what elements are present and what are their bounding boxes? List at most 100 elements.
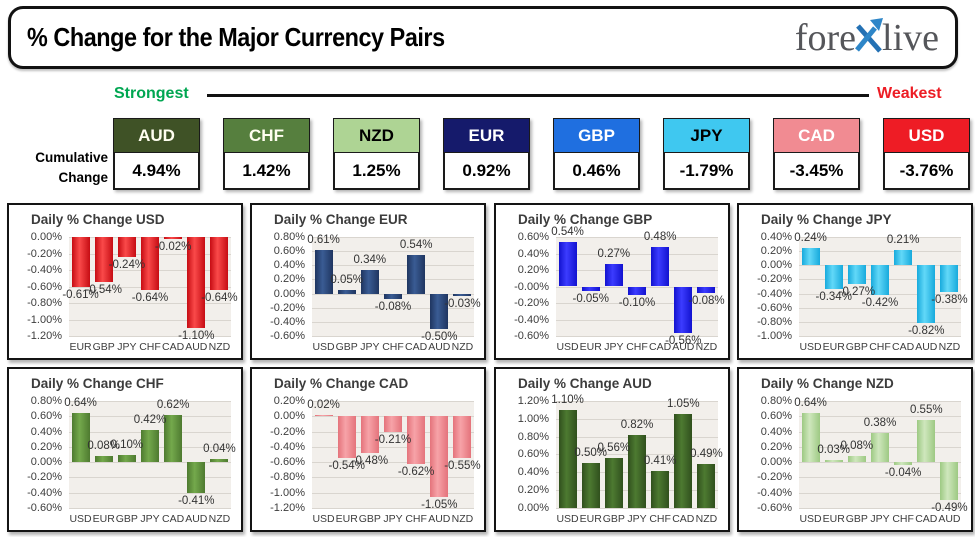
- x-axis-tick-label: JPY: [383, 513, 403, 525]
- x-axis-tick-label: GBP: [358, 513, 381, 525]
- currency-code: USD: [883, 118, 970, 153]
- bar-eur: [581, 286, 600, 291]
- gridline: [312, 508, 474, 509]
- gridline: [556, 270, 718, 271]
- bar-value-label: 0.82%: [620, 418, 654, 431]
- bar-value-label: 0.05%: [330, 274, 363, 287]
- y-axis-tick-label: 0.80%: [517, 431, 549, 443]
- gridline: [312, 477, 474, 478]
- currency-code: AUD: [113, 118, 200, 153]
- y-axis-tick-label: 0.20%: [760, 441, 792, 453]
- y-axis-tick-label: -0.80%: [270, 471, 305, 483]
- bar-usd: [71, 413, 90, 463]
- gridline: [69, 493, 231, 494]
- gridline: [312, 251, 474, 252]
- cumulative-change-value: 0.46%: [553, 153, 640, 190]
- x-axis-tick-label: CAD: [649, 341, 672, 353]
- y-axis-tick-label: -0.00%: [514, 281, 549, 293]
- bar-cad: [651, 246, 670, 287]
- gridline: [312, 493, 474, 494]
- y-axis-tick-label: -1.00%: [270, 487, 305, 499]
- bar-value-label: -0.05%: [572, 292, 609, 305]
- y-axis-tick-label: -0.60%: [270, 330, 305, 342]
- bar-chf: [871, 265, 889, 295]
- bar-value-label: -0.41%: [178, 495, 215, 508]
- logo-x-arrow-icon: [855, 17, 884, 53]
- gridline: [69, 416, 231, 417]
- y-axis-tick-label: 1.20%: [517, 395, 549, 407]
- x-axis-tick-label: GBP: [845, 341, 868, 353]
- gridline: [312, 308, 474, 309]
- x-axis-tick-label: JPY: [604, 341, 624, 353]
- x-axis-tick-label: USD: [799, 341, 822, 353]
- x-axis-tick-label: NZD: [451, 341, 474, 353]
- bar-value-label: -1.05%: [421, 498, 458, 511]
- cumulative-change-value: 4.94%: [113, 153, 200, 190]
- chart-daily-change-cad: Daily % Change CAD 0.20% 0.00% -0.20% -0.40%…: [250, 367, 486, 532]
- gridline: [69, 320, 231, 321]
- currency-card-nzd: NZD 1.25%: [333, 118, 420, 190]
- currency-card-jpy: JPY -1.79%: [663, 118, 750, 190]
- x-axis-tick-label: CHF: [892, 513, 914, 525]
- bar-usd: [801, 248, 820, 266]
- bar-chf: [384, 293, 402, 300]
- bar-value-label: 0.42%: [133, 414, 167, 427]
- y-axis-tick-label: -0.20%: [757, 273, 792, 285]
- bar-gbp: [847, 265, 866, 285]
- page-title: % Change for the Major Currency Pairs: [27, 22, 445, 52]
- x-axis-tick-label: AUD: [915, 341, 938, 353]
- bar-jpy: [604, 264, 623, 287]
- plot-area: [799, 401, 961, 509]
- cumulative-change-label: Cumulative Change: [8, 148, 108, 187]
- x-axis-tick-label: USD: [312, 341, 335, 353]
- y-axis-tick-label: 0.80%: [760, 395, 792, 407]
- bar-value-label: -0.64%: [131, 291, 169, 304]
- bar-value-label: -0.42%: [861, 296, 899, 309]
- x-axis-tick-label: CAD: [672, 513, 695, 525]
- x-axis-tick-label: GBP: [335, 341, 358, 353]
- bar-value-label: -0.10%: [618, 296, 656, 309]
- bar-nzd: [210, 237, 229, 290]
- logo-text-right: live: [882, 16, 939, 59]
- y-axis-tick-label: -0.80%: [27, 297, 62, 309]
- chart-title: Daily % Change USD: [31, 212, 165, 227]
- currency-card-cad: CAD -3.45%: [773, 118, 860, 190]
- chart-title: Daily % Change GBP: [518, 212, 653, 227]
- bar-usd: [314, 414, 333, 417]
- bar-aud: [674, 286, 693, 333]
- currency-card-aud: AUD 4.94%: [113, 118, 200, 190]
- currency-code: CAD: [773, 118, 860, 153]
- y-axis-tick-label: 0.40%: [30, 426, 62, 438]
- bar-value-label: 0.24%: [794, 232, 827, 245]
- gridline: [799, 336, 961, 337]
- y-axis-tick-label: -0.40%: [757, 487, 792, 499]
- bar-chf: [407, 416, 426, 464]
- strength-scale-line: [207, 94, 869, 97]
- plot-area: [799, 237, 961, 337]
- x-axis-tick-label: USD: [312, 513, 335, 525]
- y-axis-tick-label: 0.40%: [760, 426, 792, 438]
- x-axis-tick-label: EUR: [579, 341, 602, 353]
- y-axis-tick-label: -1.20%: [27, 330, 62, 342]
- y-axis-tick-label: -1.00%: [757, 330, 792, 342]
- plot-area: [312, 237, 474, 337]
- bar-value-label: -0.50%: [421, 330, 458, 343]
- bar-value-label: -0.55%: [444, 460, 481, 473]
- bar-cad: [894, 250, 913, 266]
- plot-area: [556, 401, 718, 509]
- gridline: [69, 303, 231, 304]
- gridline: [312, 432, 474, 433]
- bar-aud: [430, 416, 449, 497]
- header: % Change for the Major Currency Pairs fo…: [8, 6, 958, 69]
- bar-chf: [651, 471, 670, 508]
- y-axis-tick-label: 0.00%: [760, 259, 792, 271]
- bar-value-label: 0.08%: [87, 440, 120, 453]
- bar-value-label: -0.64%: [201, 291, 238, 304]
- bar-gbp: [337, 290, 356, 294]
- x-axis-tick-label: NZD: [695, 513, 718, 525]
- bar-usd: [558, 241, 577, 287]
- gridline: [69, 508, 231, 509]
- gridline: [556, 254, 718, 255]
- gridline: [556, 303, 718, 304]
- y-axis-tick-label: 0.20%: [273, 395, 305, 407]
